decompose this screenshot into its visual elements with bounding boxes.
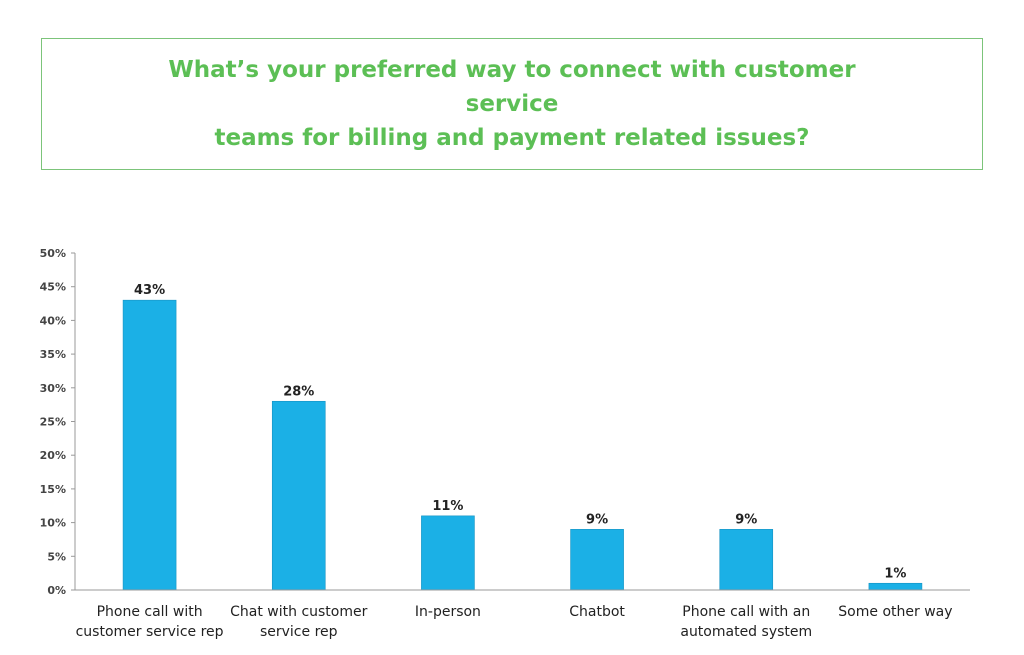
- data-label: 28%: [283, 384, 314, 399]
- data-label: 9%: [586, 512, 608, 527]
- y-tick-label: 40%: [40, 314, 66, 327]
- category-label-line: Chatbot: [569, 604, 625, 620]
- data-label: 11%: [432, 499, 463, 514]
- y-tick-label: 50%: [40, 247, 66, 260]
- category-label: Phone call with an automated system: [680, 604, 812, 640]
- category-label-line: Some other way: [838, 604, 952, 620]
- y-axis: 0% 5% 10% 15% 20% 25% 30% 35% 40% 45% 50%: [40, 247, 76, 597]
- y-tick-label: 45%: [40, 281, 66, 294]
- bar: [868, 582, 923, 591]
- category-label-line: Chat with customer: [230, 604, 367, 620]
- category-label: Chat with customer service rep: [230, 604, 367, 640]
- bar: [421, 515, 475, 591]
- category-label-line: In-person: [415, 604, 481, 620]
- bar: [719, 529, 774, 591]
- data-label: 43%: [134, 283, 165, 298]
- title-box: What’s your preferred way to connect wit…: [41, 38, 983, 170]
- x-axis: Phone call with customer service rep Chat …: [75, 589, 970, 640]
- category-label-line: customer service rep: [76, 624, 224, 640]
- data-label: 1%: [884, 566, 906, 581]
- y-tick-label: 5%: [47, 550, 66, 563]
- category-label: Some other way: [838, 604, 952, 620]
- y-tick-label: 15%: [40, 483, 66, 496]
- y-tick-label: 10%: [40, 517, 66, 530]
- data-label: 9%: [735, 512, 757, 527]
- y-tick-label: 20%: [40, 449, 66, 462]
- chart-title-line-2: teams for billing and payment related is…: [214, 125, 810, 151]
- category-label: In-person: [415, 604, 481, 620]
- y-tick-label: 35%: [40, 348, 66, 361]
- category-label-line: service rep: [260, 624, 338, 640]
- bars: 43% 28% 11% 9% 9% 1%: [122, 283, 923, 591]
- bar: [271, 400, 326, 591]
- category-label-line: Phone call with an: [682, 604, 810, 620]
- category-label-line: automated system: [680, 624, 812, 640]
- category-label: Chatbot: [569, 604, 625, 620]
- y-tick-label: 25%: [40, 416, 66, 429]
- chart-title-line-1: What’s your preferred way to connect wit…: [168, 57, 856, 117]
- category-label: Phone call with customer service rep: [76, 604, 224, 640]
- y-tick-label: 0%: [47, 584, 66, 597]
- y-tick-label: 30%: [40, 382, 66, 395]
- chart-title: What’s your preferred way to connect wit…: [132, 53, 892, 155]
- bar: [570, 529, 624, 591]
- category-label-line: Phone call with: [97, 604, 203, 620]
- bar: [122, 299, 177, 591]
